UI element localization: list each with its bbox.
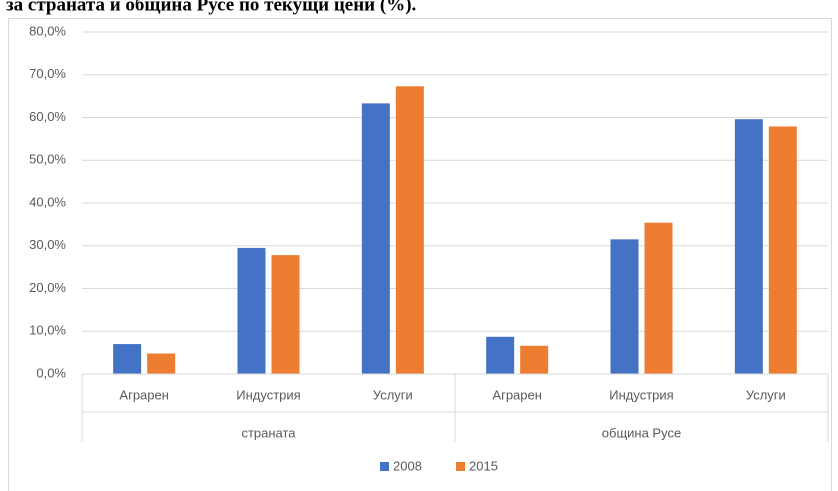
x-tick-label: Услуги xyxy=(746,387,786,402)
x-tick-label: Индустрия xyxy=(236,387,300,402)
bar xyxy=(271,255,300,374)
y-tick-label: 80,0% xyxy=(29,23,66,38)
bar xyxy=(113,344,142,374)
legend-label: 2015 xyxy=(469,458,498,473)
bar xyxy=(644,222,673,374)
bar xyxy=(610,239,639,374)
legend-label: 2008 xyxy=(393,458,422,473)
x-tick-label: Индустрия xyxy=(609,387,673,402)
y-tick-label: 30,0% xyxy=(29,237,66,252)
y-tick-label: 70,0% xyxy=(29,66,66,81)
legend-swatch xyxy=(456,462,465,471)
y-tick-label: 20,0% xyxy=(29,280,66,295)
bar xyxy=(237,247,266,374)
y-tick-label: 50,0% xyxy=(29,152,66,167)
chart-title: за страната и община Русе по текущи цени… xyxy=(6,0,416,15)
x-tick-label: Аграрен xyxy=(119,387,169,402)
x-tick-label: Аграрен xyxy=(492,387,542,402)
y-tick-label: 60,0% xyxy=(29,109,66,124)
bar xyxy=(395,86,424,374)
bar xyxy=(147,353,176,374)
y-tick-label: 0,0% xyxy=(36,365,66,380)
legend-swatch xyxy=(380,462,389,471)
bar xyxy=(768,126,797,374)
bar xyxy=(734,119,763,375)
bar xyxy=(361,103,390,374)
bar xyxy=(486,336,515,374)
group-label: страната xyxy=(241,425,296,440)
bar xyxy=(520,345,549,374)
x-tick-label: Услуги xyxy=(373,387,413,402)
y-tick-label: 40,0% xyxy=(29,194,66,209)
group-label: община Русе xyxy=(602,425,681,440)
y-tick-label: 10,0% xyxy=(29,323,66,338)
